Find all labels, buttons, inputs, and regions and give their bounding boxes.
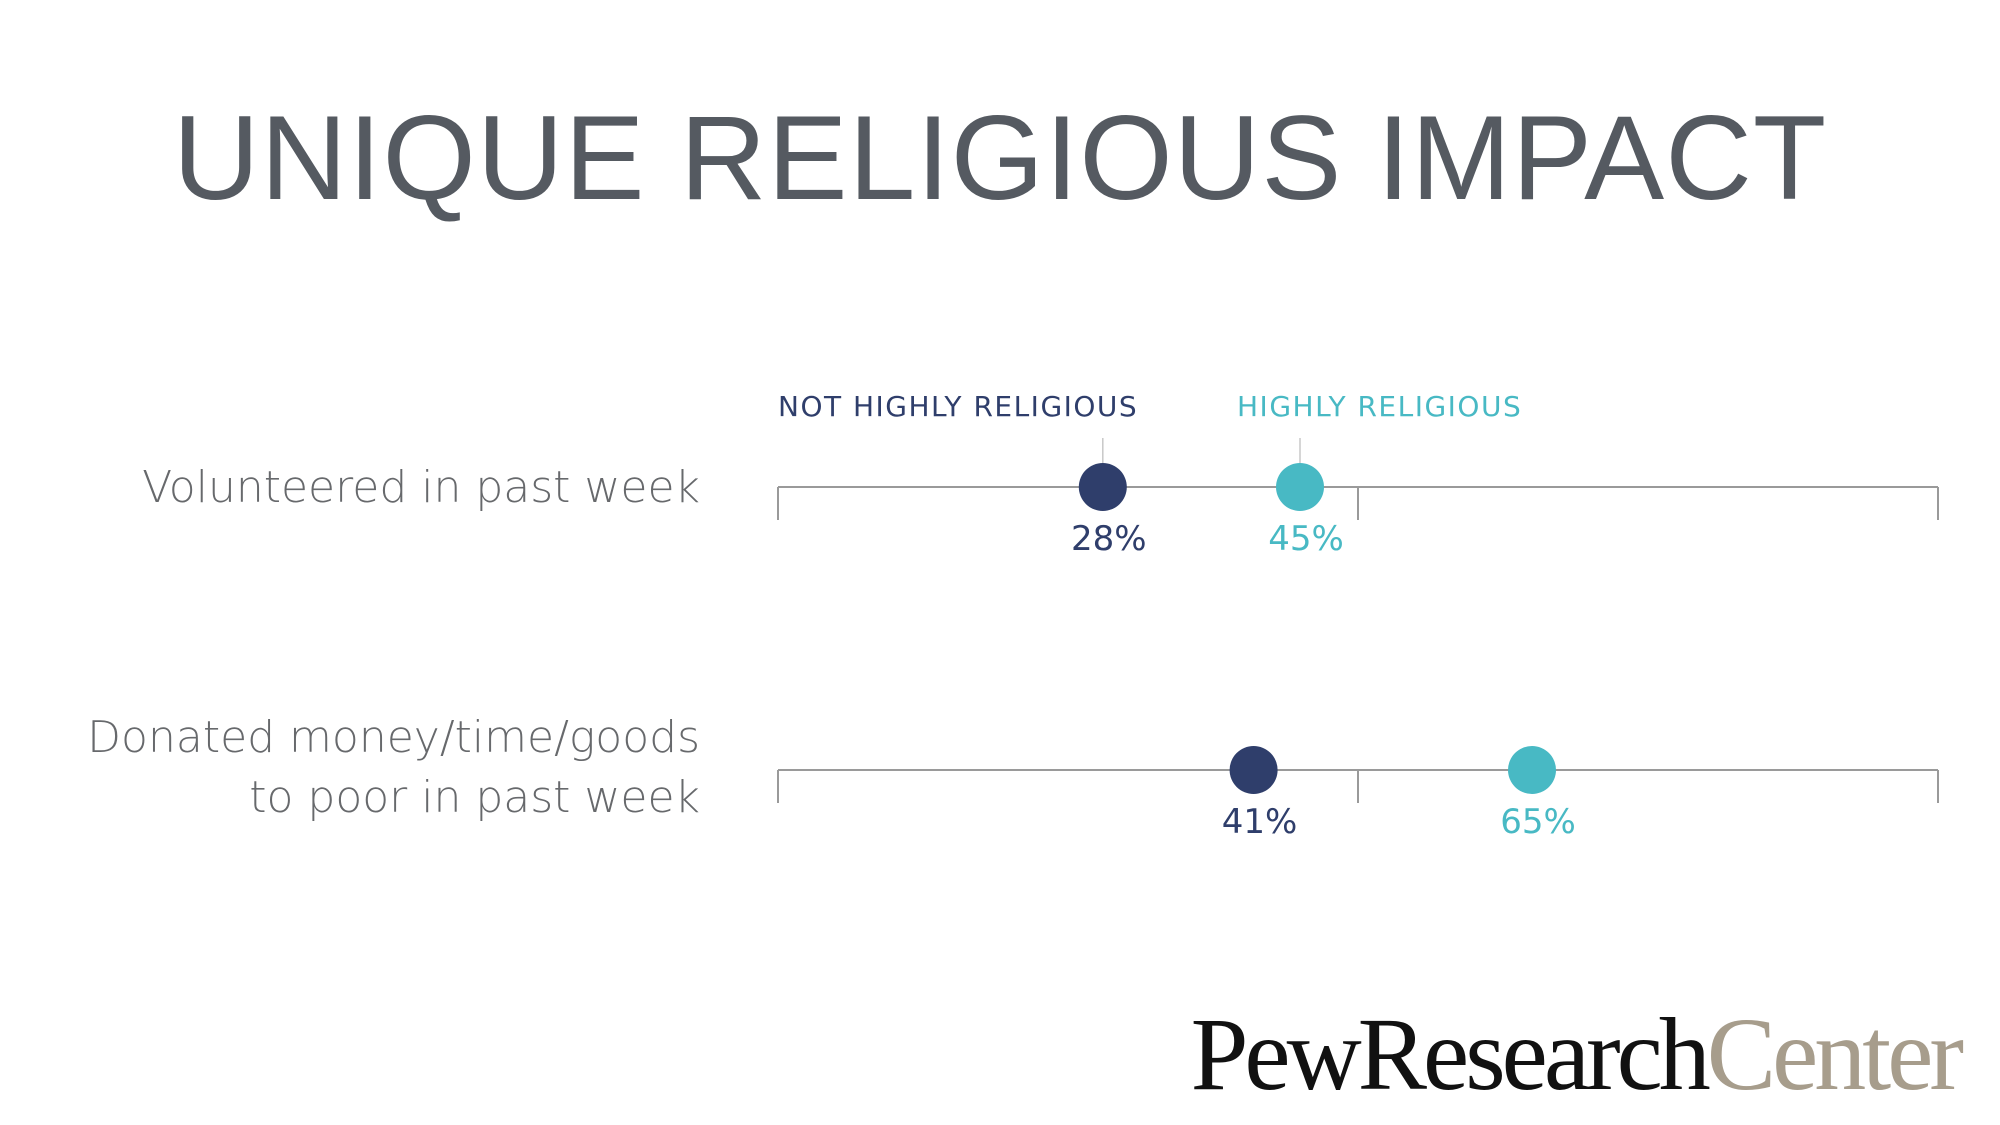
pew-research-center-logo: PewResearchCenter [1180, 997, 1964, 1112]
value-label-series-2-row-2: 65% [1500, 802, 1576, 842]
slide-title: UNIQUE RELIGIOUS IMPACT [172, 91, 1828, 225]
logo-part-center: Center [1706, 997, 1964, 1112]
data-point-series-1-row-1 [1078, 463, 1127, 511]
row-label-2-line-2: to poor in past week [249, 772, 700, 823]
legend-label-series-1: NOT HIGHLY RELIGIOUS [778, 390, 1138, 423]
dot-plot-chart: Volunteered in past week 28% 45% Donated mo… [87, 390, 1939, 842]
data-point-series-1-row-2 [1229, 746, 1278, 794]
logo-part-pewresearch: PewResearch [1190, 997, 1711, 1112]
value-label-series-1-row-1: 28% [1071, 519, 1147, 559]
row-label-2-line-1: Donated money/time/goods [87, 712, 700, 763]
value-label-series-1-row-2: 41% [1222, 802, 1298, 842]
data-point-series-2-row-1 [1276, 463, 1324, 511]
data-point-series-2-row-2 [1508, 746, 1556, 794]
legend-label-series-2: HIGHLY RELIGIOUS [1237, 390, 1522, 423]
row-label-1-line-1: Volunteered in past week [142, 462, 700, 513]
value-label-series-2-row-1: 45% [1268, 519, 1344, 559]
